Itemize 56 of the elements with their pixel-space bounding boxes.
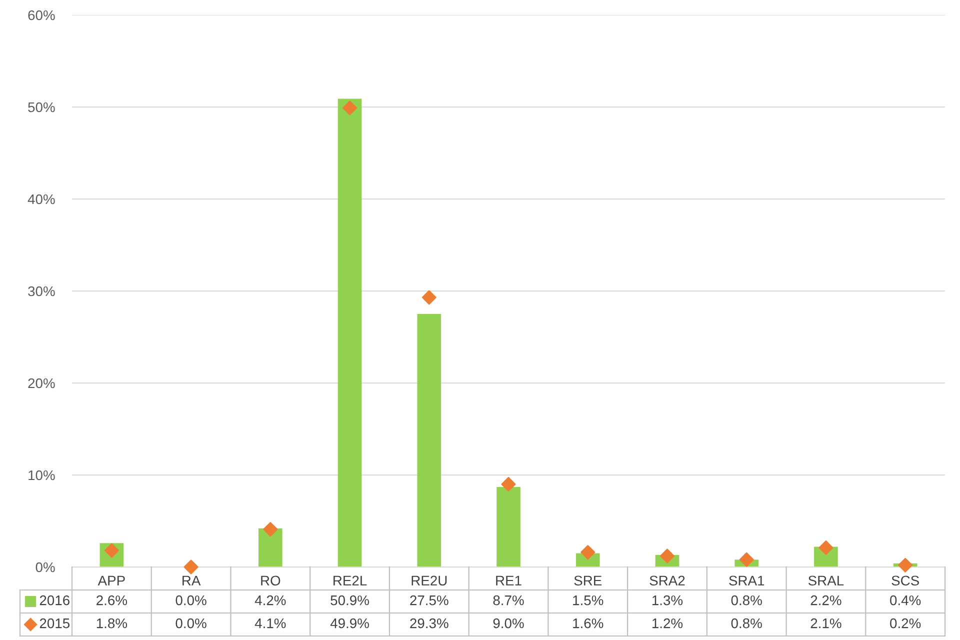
- data-label: 1.6%: [573, 618, 604, 628]
- point: [739, 552, 754, 567]
- x-tick-label: APP: [98, 576, 125, 586]
- legend-label: 2015: [40, 618, 70, 628]
- point: [660, 548, 675, 564]
- data-label: 29.3%: [410, 618, 448, 628]
- data-label: 0.8%: [731, 618, 762, 628]
- x-tick-label: RA: [182, 576, 201, 586]
- x-tick-label: RE1: [496, 576, 522, 586]
- point: [422, 290, 436, 305]
- data-label: 2.2%: [810, 595, 842, 606]
- legend-label: 2016: [40, 595, 70, 606]
- y-tick-label: 30%: [28, 286, 55, 296]
- data-label: 1.5%: [573, 595, 604, 606]
- point: [342, 100, 358, 116]
- data-label: 2.6%: [96, 595, 128, 606]
- x-tick-label: SRE: [574, 576, 602, 586]
- y-tick-label: 50%: [28, 102, 55, 112]
- x-tick-label: SRAL: [808, 576, 844, 586]
- y-tick-label: 0%: [36, 562, 55, 572]
- data-label: 1.2%: [652, 618, 683, 628]
- data-label: 0.0%: [176, 595, 206, 606]
- data-label: 27.5%: [410, 595, 448, 606]
- data-label: 0.2%: [890, 618, 921, 628]
- data-label: 2.1%: [810, 618, 842, 628]
- x-tick-label: RO: [261, 576, 280, 586]
- data-label: 1.8%: [96, 618, 128, 628]
- point: [263, 522, 278, 537]
- x-tick-label: SRA1: [729, 576, 764, 586]
- data-label: 9.0%: [493, 618, 524, 628]
- bar: [258, 528, 282, 567]
- data-label: 4.1%: [254, 618, 286, 628]
- y-tick-label: 20%: [28, 378, 55, 388]
- y-tick-label: 40%: [28, 194, 55, 204]
- x-tick-label: SCS: [892, 576, 919, 586]
- bar: [338, 98, 362, 567]
- x-tick-label: RE2U: [412, 576, 447, 586]
- data-label: 0.8%: [731, 595, 762, 606]
- data-label: 50.9%: [330, 595, 369, 606]
- point: [580, 544, 596, 560]
- data-label: 1.3%: [652, 595, 683, 606]
- point: [184, 560, 198, 574]
- data-label: 0.4%: [890, 595, 921, 606]
- data-label: 0.0%: [176, 618, 206, 628]
- data-label: 8.7%: [493, 595, 524, 606]
- point: [818, 540, 834, 555]
- y-tick-label: 10%: [28, 470, 55, 480]
- bar: [417, 314, 442, 567]
- x-tick-label: SRA2: [650, 576, 685, 586]
- y-tick-label: 60%: [28, 10, 55, 20]
- data-label: 4.2%: [254, 595, 286, 606]
- x-tick-label: RE2L: [334, 576, 367, 586]
- bar: [496, 486, 520, 567]
- data-label: 49.9%: [330, 618, 369, 628]
- point: [501, 476, 516, 492]
- point: [898, 558, 913, 572]
